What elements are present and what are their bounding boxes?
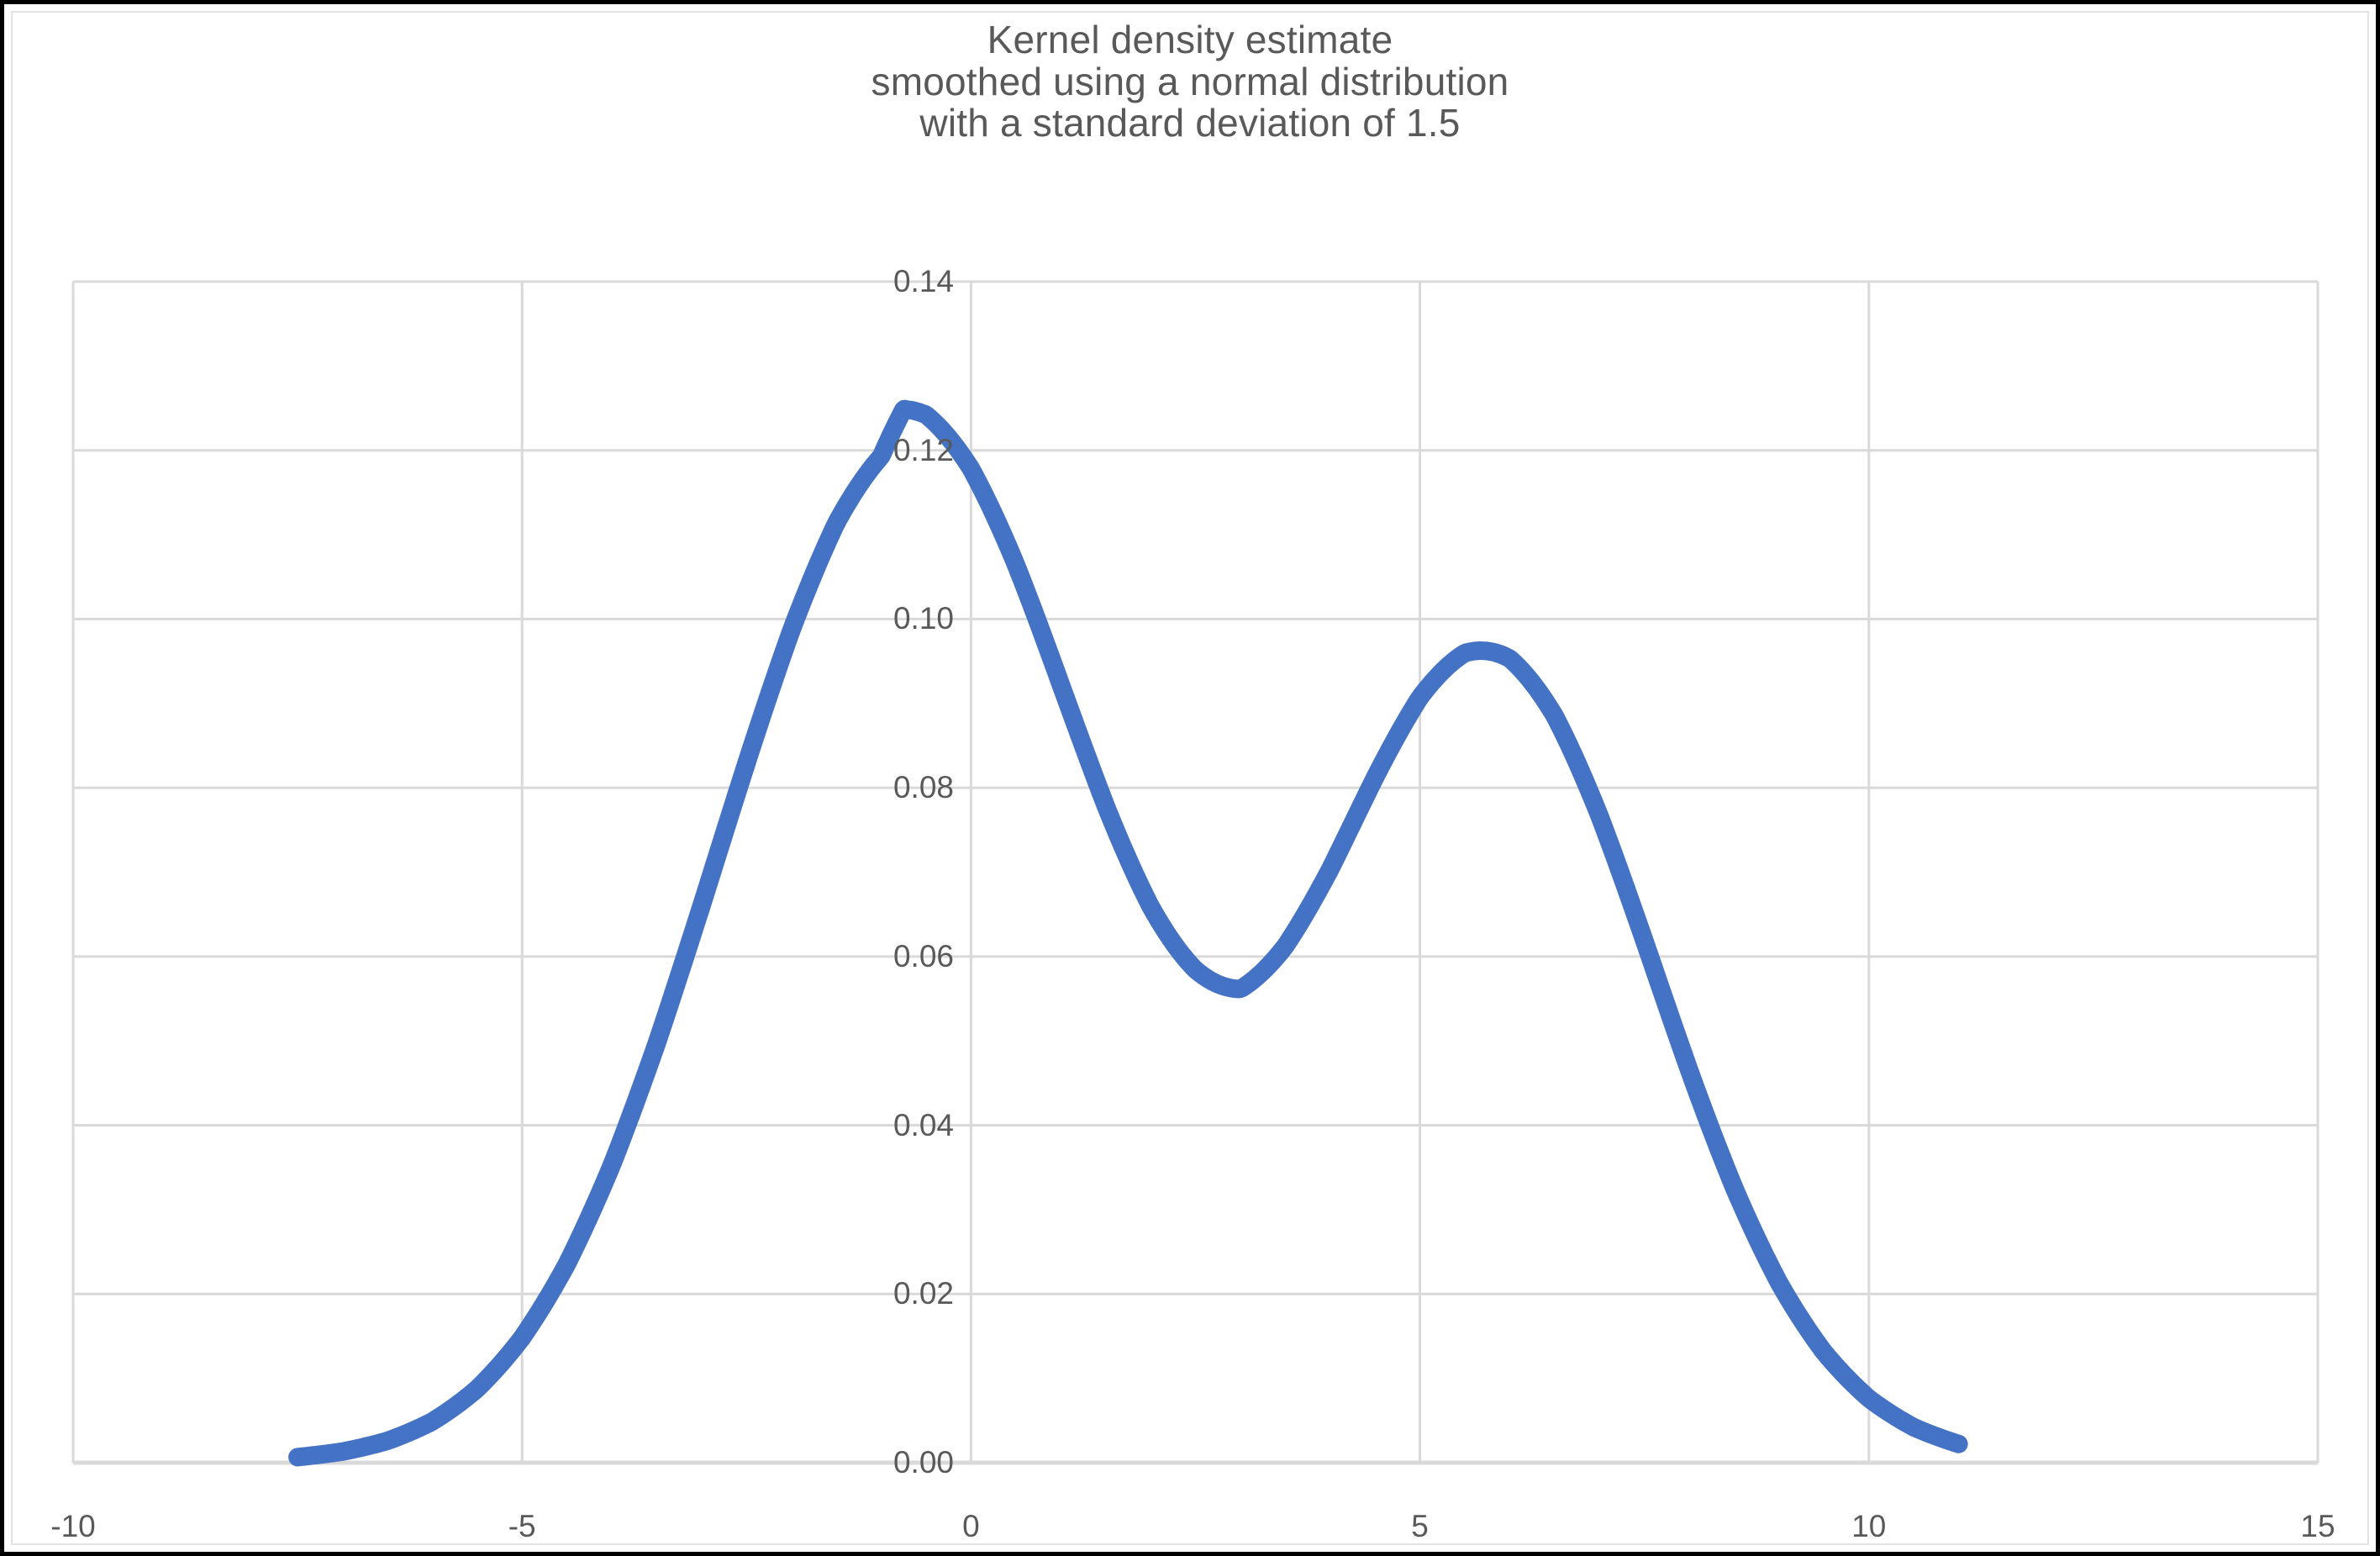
y-axis-tick-label: 0.06 [893, 938, 954, 973]
y-axis-tick-label: 0.14 [893, 264, 954, 298]
y-axis-tick-label: 0.12 [893, 432, 954, 467]
x-axis-tick-label: -10 [50, 1509, 96, 1543]
x-axis-tick-label: 15 [2300, 1509, 2335, 1543]
y-axis-tick-label: 0.02 [893, 1276, 954, 1311]
x-axis-tick-label: -5 [508, 1509, 536, 1543]
x-axis-tick-label: 0 [962, 1509, 980, 1543]
chart-inner-frame [11, 11, 2369, 1545]
x-axis-tick-label: 10 [1851, 1509, 1887, 1543]
chart-title: Kernel density estimate smoothed using a… [871, 18, 1509, 145]
y-axis-tick-label: 0.04 [893, 1107, 954, 1142]
y-axis-tick-label: 0.00 [893, 1445, 954, 1480]
y-axis-tick-label: 0.10 [893, 601, 954, 636]
y-axis-tick-label: 0.08 [893, 770, 954, 805]
x-axis-tick-label: 5 [1411, 1509, 1429, 1543]
